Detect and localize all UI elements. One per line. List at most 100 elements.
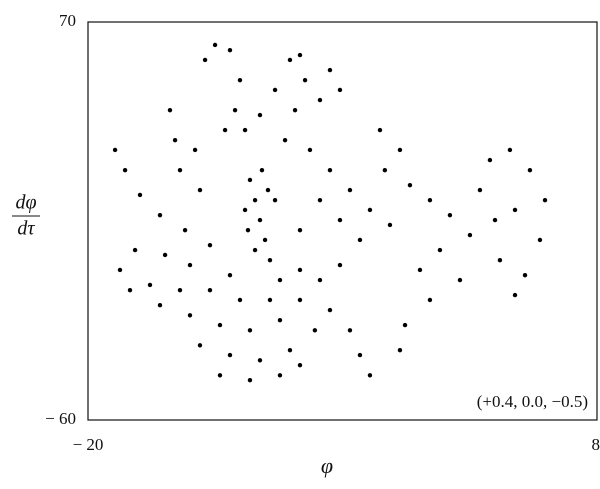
point — [182, 227, 188, 233]
point — [127, 287, 133, 293]
point — [337, 262, 343, 268]
point — [457, 277, 463, 283]
point — [427, 197, 433, 203]
point — [132, 247, 138, 253]
annotation: (+0.4, 0.0, −0.5) — [477, 392, 588, 411]
point — [317, 277, 323, 283]
point — [227, 352, 233, 358]
y-axis-label-denominator: dτ — [17, 218, 35, 240]
point — [512, 292, 518, 298]
x-axis-label: φ — [321, 453, 333, 478]
point — [507, 147, 513, 153]
y-axis-label-numerator: dφ — [15, 192, 36, 214]
point — [337, 217, 343, 223]
point — [162, 252, 168, 258]
point — [347, 187, 353, 193]
point — [367, 373, 373, 378]
point — [247, 328, 253, 333]
point — [277, 373, 283, 378]
x-tick-label: 8 — [592, 435, 600, 454]
point — [267, 257, 273, 263]
y-tick-label: − 60 — [45, 409, 76, 428]
point — [117, 267, 123, 273]
point — [382, 167, 388, 173]
point — [497, 257, 503, 263]
point — [267, 297, 273, 303]
x-tick-label: − 20 — [73, 435, 104, 454]
point — [397, 147, 403, 153]
point — [277, 317, 283, 323]
point — [512, 207, 518, 213]
point — [407, 182, 413, 188]
point — [197, 343, 203, 348]
point — [147, 282, 153, 288]
point — [347, 328, 353, 333]
point — [302, 77, 308, 83]
point — [222, 127, 228, 133]
point — [259, 167, 265, 173]
point — [237, 297, 243, 303]
point — [157, 302, 163, 308]
point — [257, 112, 263, 118]
point — [192, 147, 198, 153]
point — [327, 167, 333, 173]
point — [122, 167, 128, 173]
point — [297, 267, 303, 273]
point — [272, 197, 278, 203]
point — [172, 137, 178, 143]
point — [112, 147, 118, 153]
point — [217, 322, 223, 328]
point — [357, 237, 363, 243]
point — [377, 127, 383, 133]
point — [157, 212, 163, 218]
point — [187, 262, 193, 268]
point — [247, 378, 253, 383]
point — [202, 57, 208, 63]
point — [237, 77, 243, 83]
point — [447, 212, 453, 218]
point — [492, 217, 498, 223]
point — [247, 177, 253, 183]
point — [522, 272, 528, 278]
point — [357, 352, 363, 358]
point — [217, 373, 223, 378]
point — [477, 187, 483, 193]
point — [427, 297, 433, 303]
point — [417, 267, 423, 273]
point — [467, 232, 473, 238]
point — [272, 87, 278, 93]
point — [387, 222, 393, 228]
point — [245, 227, 251, 233]
point — [317, 97, 323, 103]
point — [177, 167, 183, 173]
point — [437, 247, 443, 253]
point — [367, 207, 373, 213]
point — [207, 242, 213, 248]
point — [317, 197, 323, 203]
y-tick-label: 70 — [59, 11, 76, 30]
point — [265, 187, 271, 193]
point — [252, 197, 258, 203]
point — [282, 137, 288, 143]
point — [257, 217, 263, 223]
point — [487, 157, 493, 163]
point — [297, 297, 303, 303]
point — [537, 237, 543, 243]
plot-frame — [87, 21, 598, 421]
point — [287, 57, 293, 63]
point — [542, 197, 548, 203]
point — [212, 42, 218, 48]
point — [297, 227, 303, 233]
point — [307, 147, 313, 153]
point — [397, 347, 403, 353]
point — [327, 307, 333, 313]
point — [177, 287, 183, 293]
point — [287, 347, 293, 353]
point — [242, 127, 248, 133]
point — [292, 107, 298, 113]
point — [197, 187, 203, 193]
point — [402, 322, 408, 328]
point — [262, 237, 268, 243]
point — [527, 167, 533, 173]
point — [232, 107, 238, 113]
